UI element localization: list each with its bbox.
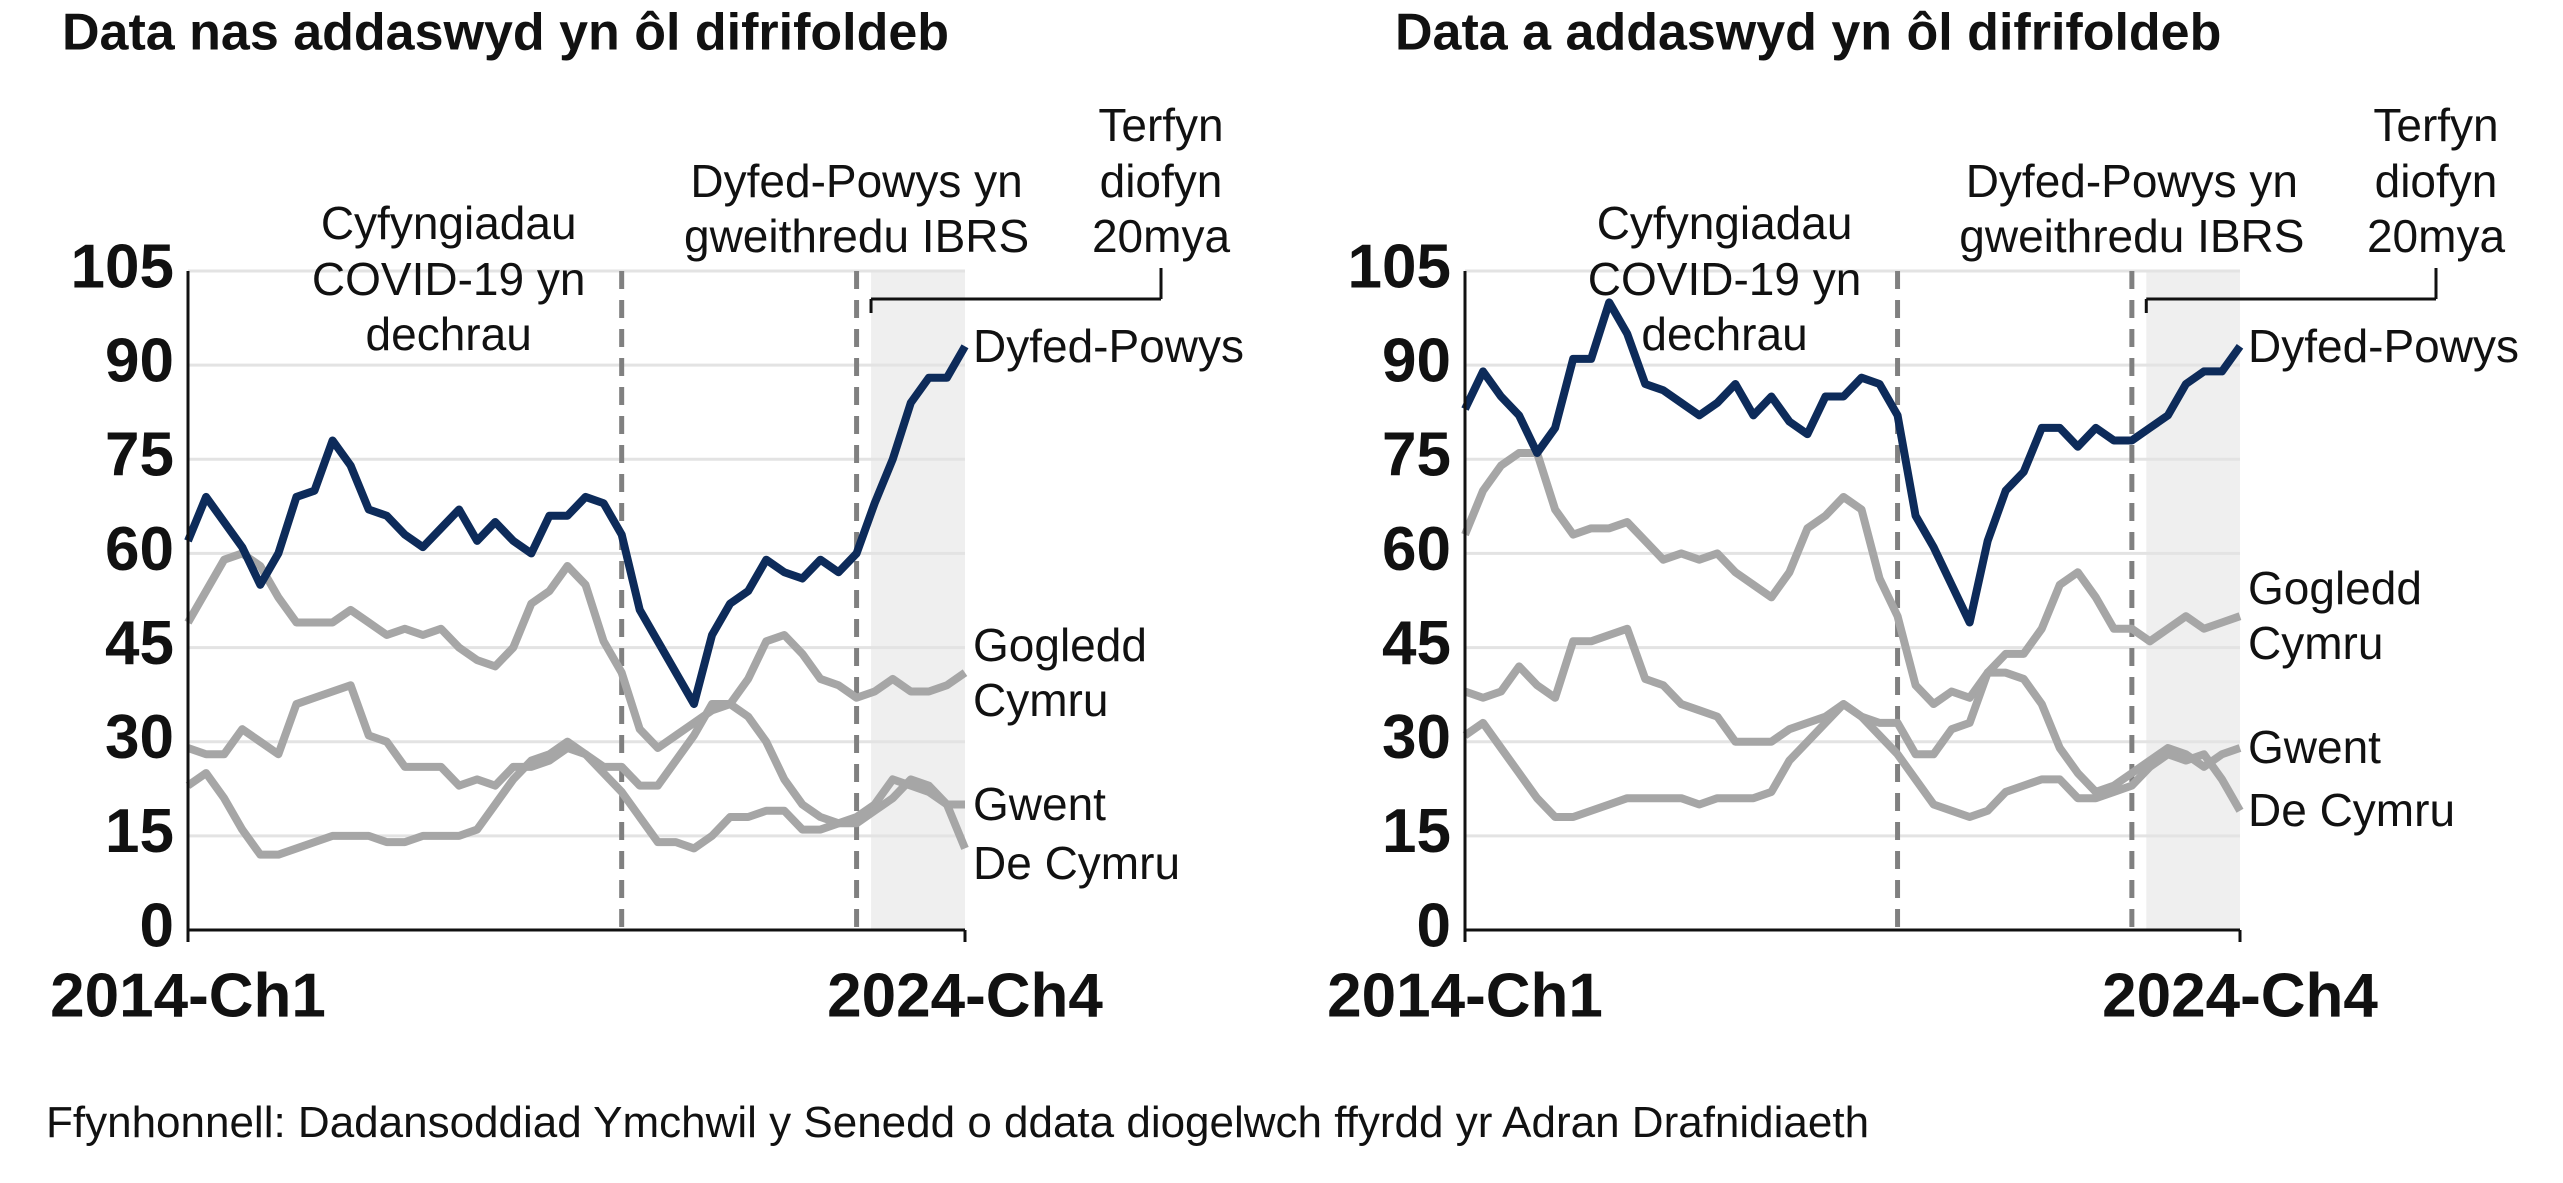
- y-tick-label: 15: [105, 797, 174, 866]
- y-tick-label: 75: [105, 421, 174, 490]
- annotation: Cyfyngiadau COVID-19 yn dechrau: [1587, 197, 1862, 360]
- source-note: Ffynhonnell: Dadansoddiad Ymchwil y Sene…: [46, 1098, 1870, 1147]
- y-tick-label: 105: [1348, 232, 1451, 301]
- y-tick-label: 75: [1382, 421, 1451, 490]
- series-label: Dyfed-Powys: [973, 319, 1244, 372]
- y-tick-label: 90: [105, 327, 174, 396]
- x-tick-label: 2014-Ch1: [1327, 961, 1603, 1030]
- y-tick-label: 0: [1417, 891, 1451, 960]
- y-tick-label: 30: [105, 703, 174, 772]
- series-line: [184, 344, 969, 709]
- y-tick-label: 60: [1382, 515, 1451, 584]
- y-tick-label: 0: [140, 891, 174, 960]
- series-line: [1462, 700, 2244, 822]
- series-label: Gogledd Cymru: [2248, 562, 2422, 670]
- annotation: Dyfed-Powys yn gweithredu IBRS: [683, 154, 1030, 262]
- series-line: [1461, 298, 2244, 627]
- series-label: Gwent: [2248, 721, 2381, 774]
- series-label: Dyfed-Powys: [2248, 319, 2519, 372]
- x-tick-label: 2024-Ch4: [2102, 961, 2378, 1030]
- y-tick-label: 15: [1382, 797, 1451, 866]
- chart-title: Data nas addaswyd yn ôl difrifoldeb: [62, 4, 949, 62]
- y-tick-label: 90: [1382, 327, 1451, 396]
- x-tick-label: 2014-Ch1: [50, 961, 326, 1030]
- series-label: Gwent: [973, 777, 1106, 830]
- y-tick-label: 45: [105, 609, 174, 678]
- y-tick-label: 60: [105, 515, 174, 584]
- x-tick-label: 2024-Ch4: [827, 961, 1103, 1030]
- series-label: Gogledd Cymru: [973, 618, 1147, 726]
- annotation: Terfyn diofyn 20mya: [1091, 99, 1231, 262]
- series-line: [1461, 449, 2242, 709]
- annotation: Cyfyngiadau COVID-19 yn dechrau: [311, 197, 586, 360]
- y-tick-label: 30: [1382, 703, 1451, 772]
- series-line: [184, 549, 968, 752]
- series-label: De Cymru: [973, 836, 1181, 889]
- series-line: [186, 681, 965, 828]
- y-tick-label: 45: [1382, 609, 1451, 678]
- y-tick-label: 105: [71, 232, 174, 301]
- chart-title: Data a addaswyd yn ôl difrifoldeb: [1395, 4, 2221, 62]
- annotation: Terfyn diofyn 20mya: [2366, 99, 2506, 262]
- annotation: Dyfed-Powys yn gweithredu IBRS: [1959, 154, 2305, 262]
- series-line: [185, 737, 969, 859]
- series-label: De Cymru: [2248, 784, 2456, 837]
